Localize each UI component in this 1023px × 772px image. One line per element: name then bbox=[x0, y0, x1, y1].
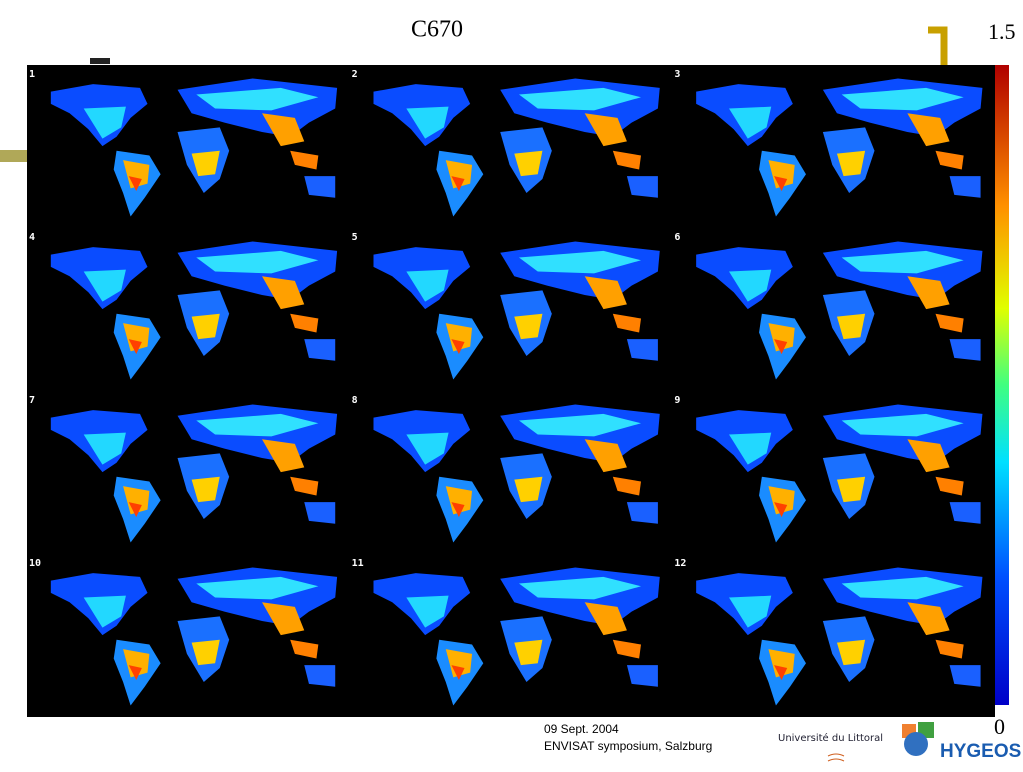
map-image bbox=[27, 65, 995, 717]
decor-bracket bbox=[928, 26, 948, 65]
panel-label: 4 bbox=[29, 232, 35, 243]
panel-label: 7 bbox=[29, 395, 35, 406]
slide-title: C670 bbox=[411, 17, 463, 43]
panel-label: 6 bbox=[674, 232, 680, 243]
panel-label: 1 bbox=[29, 69, 35, 80]
footer-event: ENVISAT symposium, Salzburg bbox=[544, 739, 712, 753]
decor-stripe bbox=[0, 150, 27, 162]
decor-bar bbox=[90, 58, 110, 64]
panel-label: 5 bbox=[352, 232, 358, 243]
panel-grid: 1 2 34 5 67 8 910 11 12 bbox=[29, 69, 983, 706]
panel-label: 10 bbox=[29, 558, 41, 569]
logo-globe bbox=[904, 732, 928, 756]
panel-label: 8 bbox=[352, 395, 358, 406]
panel-label: 2 bbox=[352, 69, 358, 80]
panel-label: 3 bbox=[674, 69, 680, 80]
colorbar bbox=[995, 65, 1009, 705]
panel-label: 12 bbox=[674, 558, 686, 569]
university-waves bbox=[827, 753, 845, 762]
company-logo: HYGEOS bbox=[940, 741, 1021, 762]
colorbar-max: 1.5 bbox=[988, 19, 1016, 44]
panel-label: 11 bbox=[352, 558, 364, 569]
footer-date: 09 Sept. 2004 bbox=[544, 722, 619, 736]
colorbar-min: 0 bbox=[994, 714, 1005, 739]
university-logo: Université du Littoral bbox=[778, 732, 883, 744]
panel-label: 9 bbox=[674, 395, 680, 406]
